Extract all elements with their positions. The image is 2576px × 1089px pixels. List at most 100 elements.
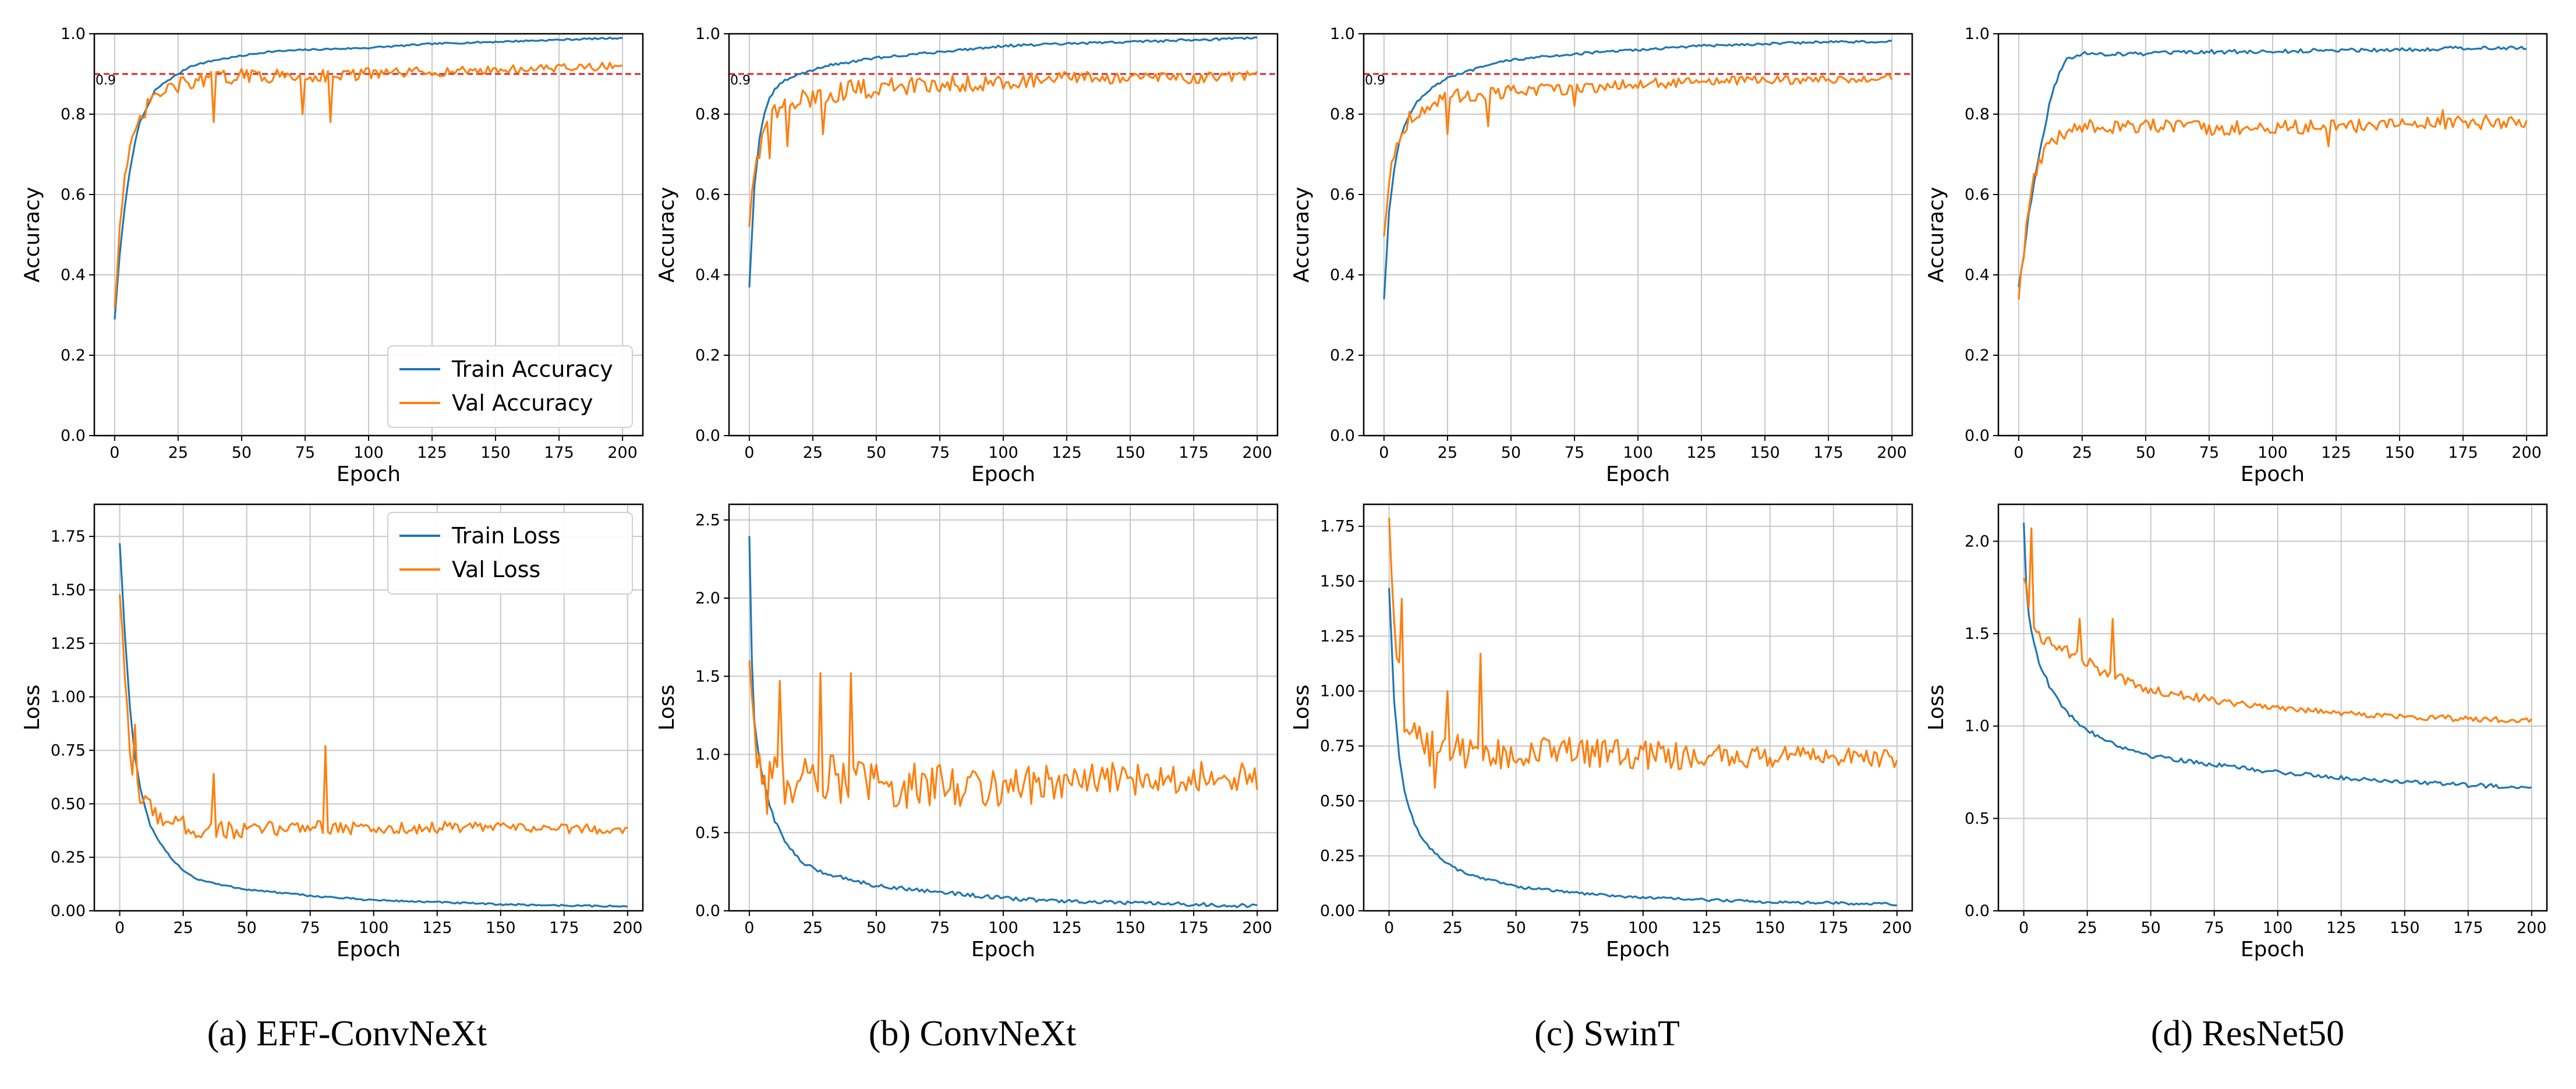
x-tick-label: 0 — [2019, 919, 2029, 937]
y-tick-label: 0.5 — [1965, 809, 1990, 828]
y-tick-label: 2.0 — [695, 589, 720, 607]
chart-panel-swint-acc: 0.9 0 25 50 75 100 125 150 175 200 0.0 0.2 0.4 0.6 0.8… — [1290, 25, 1913, 486]
legend: Train Accuracy Val Accuracy — [387, 345, 633, 428]
legend-label: Train Accuracy — [451, 356, 613, 382]
x-tick-label: 25 — [1442, 919, 1462, 937]
x-tick-label: 100 — [359, 919, 389, 937]
legend: Train Loss Val Loss — [387, 512, 633, 595]
x-axis-label: Epoch — [2241, 938, 2305, 961]
series-line-val-loss — [1388, 518, 1898, 789]
series-line-train-accuracy — [114, 36, 623, 320]
legend-label: Val Loss — [452, 557, 540, 582]
y-tick-label: 0.0 — [695, 427, 720, 445]
y-tick-label: 0.6 — [1965, 186, 1990, 204]
y-axis-label: Loss — [20, 685, 44, 731]
y-tick-label: 0.2 — [695, 346, 720, 365]
x-tick-label: 175 — [1818, 919, 1849, 937]
series-line-train-loss — [2023, 522, 2532, 790]
x-tick-label: 100 — [2257, 444, 2288, 462]
y-axis-label: Accuracy — [655, 187, 679, 282]
y-tick-label: 0.50 — [51, 795, 86, 813]
x-tick-label: 25 — [803, 444, 823, 462]
x-tick-label: 100 — [988, 444, 1018, 462]
x-tick-label: 150 — [2384, 444, 2415, 462]
x-tick-label: 150 — [2390, 919, 2420, 937]
x-axis-label: Epoch — [1606, 938, 1670, 961]
x-tick-label: 100 — [988, 919, 1018, 937]
series-line-val-accuracy — [2018, 109, 2528, 300]
series-line-train-loss — [748, 536, 1258, 908]
x-tick-label: 150 — [1755, 919, 1785, 937]
series-line-val-loss — [748, 660, 1258, 815]
x-tick-label: 125 — [2321, 444, 2351, 462]
y-tick-label: 1.75 — [51, 528, 86, 546]
x-tick-label: 0 — [2014, 444, 2023, 462]
x-tick-label: 0 — [744, 444, 754, 462]
y-tick-label: 0.00 — [1320, 902, 1355, 920]
x-tick-label: 200 — [1877, 444, 1907, 462]
x-tick-label: 200 — [1242, 444, 1272, 462]
x-tick-label: 125 — [417, 444, 447, 462]
x-tick-label: 175 — [1179, 444, 1209, 462]
x-axis-label: Epoch — [2241, 462, 2305, 486]
legend-label: Train Loss — [451, 523, 561, 549]
series-line-val-loss — [119, 594, 628, 840]
legend-box — [387, 345, 633, 428]
y-tick-label: 1.0 — [1330, 25, 1355, 43]
x-axis-label: Epoch — [1606, 462, 1670, 486]
x-tick-label: 0 — [1384, 919, 1394, 937]
series-line-train-accuracy — [748, 36, 1258, 288]
y-tick-label: 1.75 — [1320, 518, 1355, 536]
x-tick-label: 175 — [2453, 919, 2483, 937]
y-tick-label: 1.0 — [695, 25, 720, 43]
y-tick-label: 0.8 — [1965, 105, 1990, 123]
series-line-train-loss — [1388, 588, 1897, 907]
y-axis-label: Loss — [1290, 685, 1314, 731]
threshold-label: 0.9 — [95, 73, 116, 88]
x-tick-label: 175 — [549, 919, 579, 937]
x-tick-label: 175 — [1813, 444, 1843, 462]
y-tick-label: 0.50 — [1320, 792, 1355, 810]
x-tick-label: 25 — [2072, 444, 2092, 462]
y-tick-label: 0.8 — [1330, 105, 1355, 123]
y-tick-label: 0.6 — [695, 186, 720, 204]
x-axis-label: Epoch — [337, 462, 401, 486]
x-tick-label: 50 — [236, 919, 256, 937]
legend-label: Val Accuracy — [452, 390, 593, 416]
series-line-val-accuracy — [748, 70, 1258, 227]
x-tick-label: 75 — [930, 919, 950, 937]
y-tick-label: 1.00 — [51, 688, 86, 706]
x-tick-label: 200 — [2517, 919, 2547, 937]
caption-convnext: (b) ConvNeXt — [868, 1014, 1077, 1053]
chart-panel-eff-loss: 0 25 50 75 100 125 150 175 200 0.00 0.25 0.50 0.75 1.… — [20, 503, 644, 961]
x-tick-label: 150 — [1115, 444, 1145, 462]
y-tick-label: 0.4 — [1330, 266, 1355, 284]
y-tick-label: 1.5 — [695, 667, 720, 685]
x-tick-label: 0 — [1379, 444, 1389, 462]
y-tick-label: 0.5 — [695, 824, 720, 842]
x-tick-label: 25 — [1438, 444, 1457, 462]
y-tick-label: 0.6 — [61, 186, 86, 204]
x-tick-label: 125 — [1052, 919, 1082, 937]
series-line-val-loss — [2023, 527, 2533, 723]
x-tick-label: 50 — [2140, 919, 2160, 937]
y-tick-label: 2.5 — [695, 511, 720, 529]
y-tick-label: 0.8 — [61, 105, 86, 123]
caption-swint: (c) SwinT — [1534, 1014, 1680, 1053]
y-tick-label: 0.0 — [1965, 902, 1990, 920]
x-tick-label: 75 — [1570, 919, 1590, 937]
chart-panel-eff-acc: 0.9 0 25 50 75 100 125 150 175 200 0.0 0.2 0.4 0.6 0.8… — [20, 25, 644, 486]
x-tick-label: 50 — [2136, 444, 2156, 462]
x-tick-label: 125 — [422, 919, 452, 937]
caption-resnet50: (d) ResNet50 — [2150, 1014, 2345, 1053]
x-tick-label: 0 — [115, 919, 125, 937]
plot-frame — [93, 503, 644, 912]
x-tick-label: 200 — [1242, 919, 1272, 937]
y-tick-label: 0.75 — [51, 741, 86, 759]
y-tick-label: 0.25 — [51, 848, 86, 867]
x-tick-label: 25 — [173, 919, 193, 937]
x-tick-label: 0 — [744, 919, 754, 937]
x-tick-label: 75 — [295, 444, 315, 462]
x-tick-label: 25 — [803, 919, 823, 937]
